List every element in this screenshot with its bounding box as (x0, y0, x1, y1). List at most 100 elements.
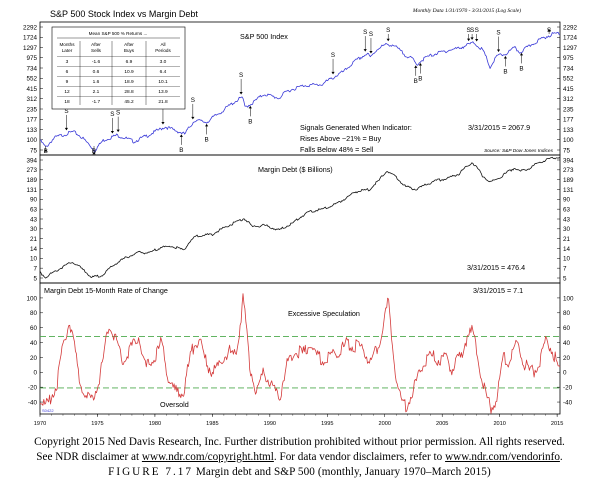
roc-panel: 100 80 60 40 20 0 -20 -40 100 80 60 40 20 0 -20 -40 Ma… (26, 282, 574, 415)
y-tick-label-right: 133 (563, 127, 574, 134)
y-tick-label-left: 312 (26, 96, 37, 103)
y-tick-label-left: 235 (26, 106, 37, 113)
y-tick-label-right: 177 (563, 117, 574, 124)
roc-oversold-label: Oversold (160, 400, 189, 409)
caption-disclaimer-post: . (559, 451, 563, 463)
x-tick-label: 1990 (264, 421, 276, 427)
y-tick-label-right: 14 (563, 246, 571, 253)
margin-debt-panel: 394 273 189 131 90 63 43 30 21 14 10 7 5 394 273 189 13… (26, 154, 574, 284)
y-tick-label-right: 10 (563, 256, 571, 263)
buy-signal-label: B (519, 65, 523, 72)
y-tick-label-left: 20 (30, 355, 38, 362)
caption-copyright: Copyright 2015 Ned Davis Research, Inc. … (34, 436, 565, 448)
y-tick-label-right: 63 (563, 207, 571, 214)
x-tick-label: 2005 (436, 421, 448, 427)
sell-signal-arrowhead (547, 29, 551, 33)
buy-signal-arrowhead (92, 151, 96, 155)
copyright-link[interactable]: www.ndr.com/copyright.html (141, 451, 274, 463)
series-line (39, 156, 561, 279)
y-tick-label-left: 189 (26, 177, 37, 184)
returns-table-header-cell: Later (62, 48, 73, 53)
y-tick-label-left: 415 (26, 86, 37, 93)
returns-table-cell: 10.9 (124, 69, 134, 75)
y-tick-label-left: 30 (30, 226, 38, 233)
returns-table-cell: 10.1 (158, 79, 168, 85)
x-tick-label: 2015 (551, 421, 563, 427)
chart-code: S0422 (42, 408, 54, 413)
y-tick-label-left: 90 (30, 197, 38, 204)
y-tick-label-left: 7 (33, 266, 37, 273)
y-tick-label-right: 100 (563, 295, 574, 302)
y-tick-label-left: 21 (30, 236, 38, 243)
sell-signal-label: S (116, 110, 120, 117)
margin-debt-y-axis-right: 394 273 189 131 90 63 43 30 21 14 10 7 5 (557, 157, 574, 282)
returns-table-cell: 1.6 (93, 79, 100, 85)
returns-table-header-cell: Buys (124, 48, 135, 53)
sell-signal-arrowhead (116, 129, 120, 133)
returns-table-cell: 18.9 (124, 79, 134, 85)
returns-table-cell: 9 (66, 79, 69, 85)
y-tick-label-right: 100 (563, 137, 574, 144)
y-tick-label-left: 394 (26, 157, 37, 164)
y-tick-label-right: 552 (563, 76, 574, 83)
figure-text: Margin debt and S&P 500 (monthly, Januar… (192, 466, 491, 478)
caption-disclaimer-mid: . For data vendor disclaimers, refer to (273, 451, 446, 463)
sell-signal-arrowhead (475, 39, 479, 42)
caption-disclaimer-pre: See NDR disclaimer at (36, 451, 142, 463)
y-tick-label-left: 100 (26, 137, 37, 144)
y-tick-label-left: 80 (30, 310, 38, 317)
y-tick-label-left: 1724 (23, 35, 38, 42)
returns-table-cell: 6 (66, 69, 69, 75)
sell-signal-label: S (467, 27, 471, 34)
y-tick-label-left: 2292 (23, 24, 38, 31)
y-tick-label-right: 75 (563, 147, 571, 154)
sell-signal-arrowhead (467, 38, 471, 42)
margin-debt-panel-title: Margin Debt ($ Billions) (258, 165, 333, 174)
y-tick-label-right: 30 (563, 226, 571, 233)
y-tick-label-left: 40 (30, 340, 38, 347)
buy-signal-label: B (205, 136, 209, 143)
returns-table-cell: 13.9 (158, 89, 168, 95)
sp500-panel: 2292172412979757345524153122351771331007… (23, 21, 578, 156)
returns-table-header-cell: Periods (155, 48, 171, 53)
y-tick-label-right: 394 (563, 157, 574, 164)
y-tick-label-right: 43 (563, 216, 571, 223)
y-tick-label-left: 1297 (23, 45, 38, 52)
buy-signal-arrowhead (179, 134, 183, 137)
returns-table-header-cell: All (160, 42, 165, 47)
signals-sell-rule: Falls Below 48% = Sell (300, 145, 374, 154)
sell-signal-arrowhead (386, 38, 390, 42)
returns-table-cell: 18 (64, 99, 70, 105)
y-tick-label-left: 552 (26, 76, 37, 83)
y-tick-label-right: 734 (563, 65, 574, 72)
returns-table-cell: 2.1 (93, 89, 100, 95)
buy-signal-label: B (179, 147, 183, 154)
sell-signal-arrowhead (191, 116, 195, 120)
sell-signal-label: S (470, 27, 474, 34)
returns-table-frame (51, 26, 186, 110)
y-tick-label-right: 189 (563, 177, 574, 184)
y-tick-label-left: -40 (28, 399, 38, 406)
roc-panel-title: Margin Debt 15-Month Rate of Change (44, 286, 168, 295)
returns-table-header-cell: After (91, 42, 101, 47)
sell-signal-label: S (363, 29, 367, 36)
y-tick-label-right: -40 (563, 399, 573, 406)
y-tick-label-right: 0 (563, 370, 567, 377)
y-tick-label-right: 1297 (563, 45, 578, 52)
returns-table-cell: -1.6 (92, 59, 101, 65)
sell-signal-arrowhead (363, 49, 367, 52)
sp500-series (39, 31, 561, 153)
buy-signal-arrowhead (248, 105, 252, 109)
buy-signal-arrowhead (414, 65, 418, 68)
y-tick-label-left: 131 (26, 187, 37, 194)
y-tick-label-right: 60 (563, 325, 571, 332)
returns-table-header-cell: Months (59, 42, 75, 47)
sell-signal-arrowhead (369, 50, 373, 54)
y-tick-label-right: 2292 (563, 24, 578, 31)
vendorinfo-link[interactable]: www.ndr.com/vendorinfo (445, 451, 560, 463)
chart-title: S&P 500 Stock Index vs Margin Debt (50, 9, 198, 19)
roc-y-axis-left: 100 80 60 40 20 0 -20 -40 (26, 295, 43, 406)
y-tick-label-right: 131 (563, 187, 574, 194)
returns-table-header-cell: Sells (91, 48, 102, 53)
roc-panel-frame (39, 282, 561, 415)
